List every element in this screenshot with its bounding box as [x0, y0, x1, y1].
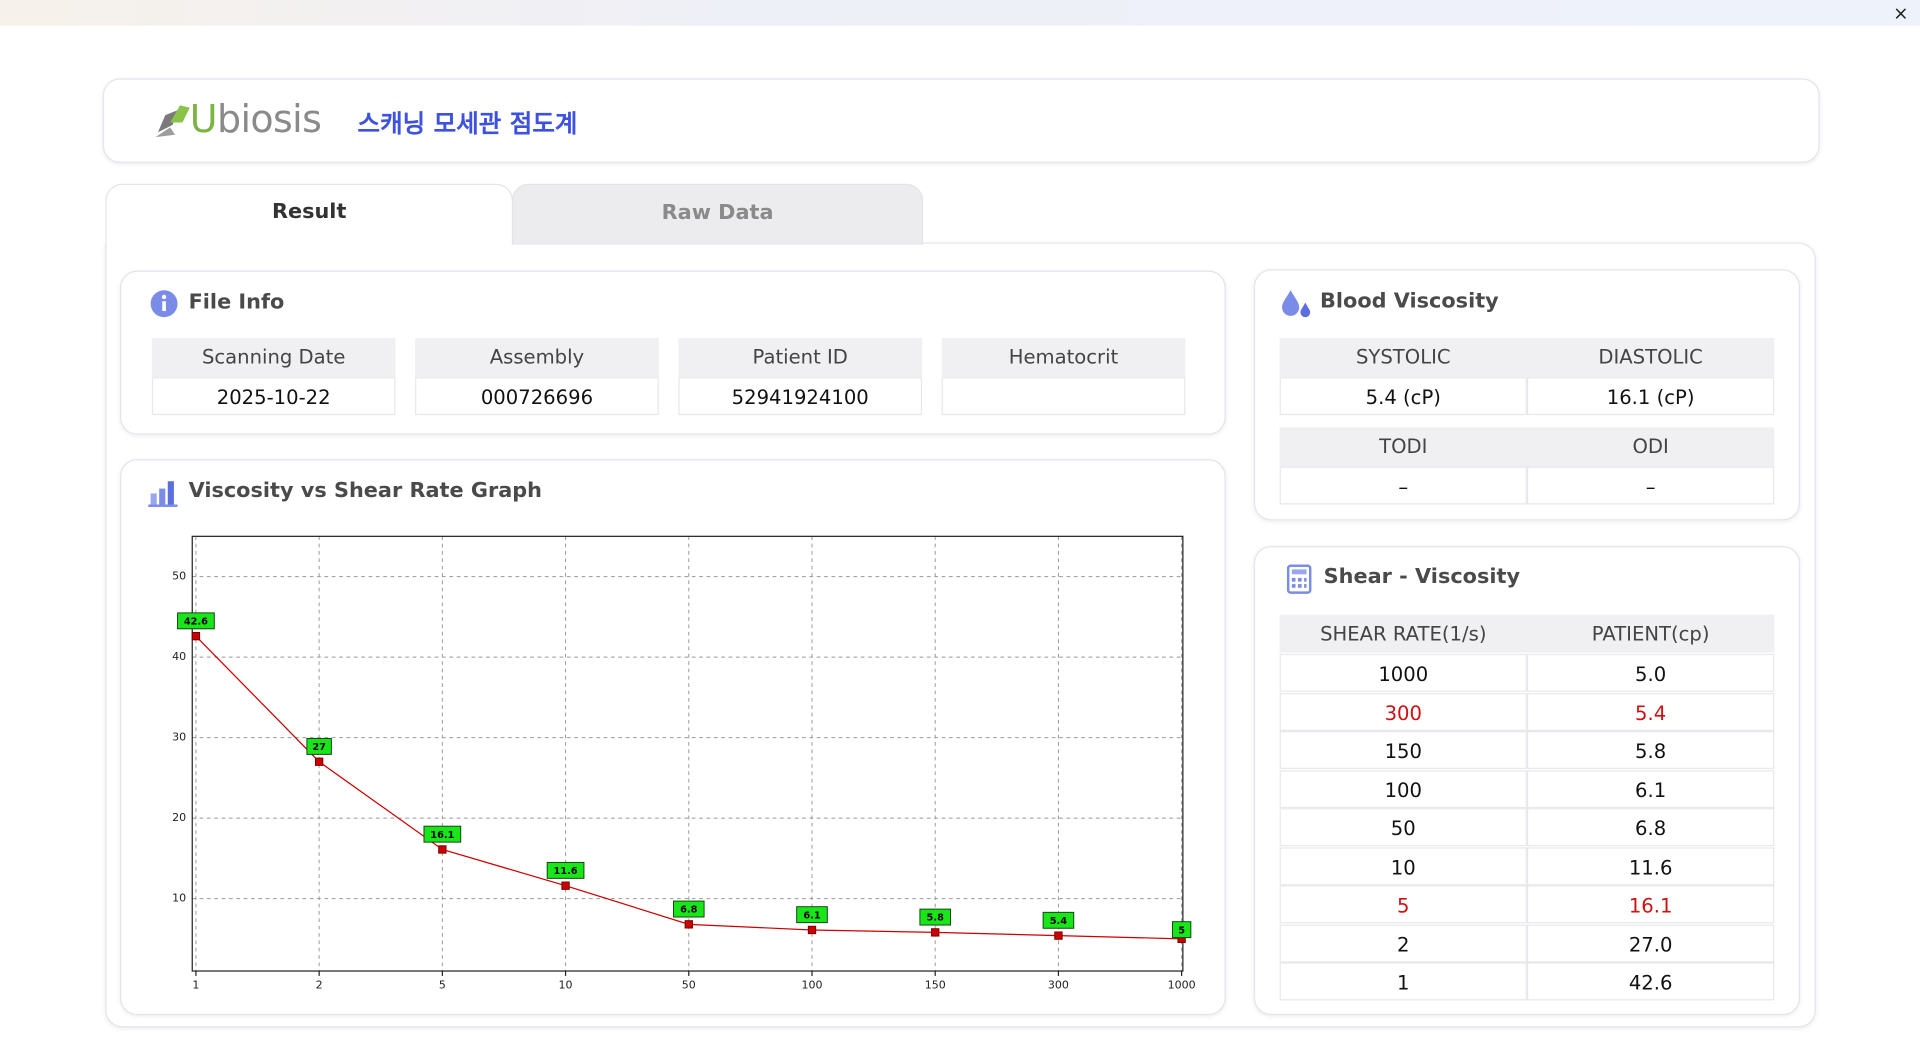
table-cell: 11.6: [1526, 846, 1775, 885]
data-point: [314, 757, 324, 766]
table-cell: 2025-10-22: [151, 377, 396, 416]
table-cell: [941, 377, 1186, 416]
x-tick-label: 150: [925, 979, 946, 992]
table-cell: 16.1: [1526, 885, 1775, 924]
table-header: DIASTOLIC: [1526, 337, 1775, 378]
table-cell: 5.0: [1526, 653, 1775, 692]
data-point: [191, 631, 201, 641]
table-cell: 5.4 (cP): [1279, 377, 1527, 416]
data-label: 27: [312, 742, 326, 753]
table-cell: 300: [1279, 692, 1527, 731]
table-header: PATIENT(cp): [1526, 614, 1775, 653]
data-label: 16.1: [430, 830, 454, 841]
data-label-box: [672, 900, 705, 918]
data-point: [931, 928, 940, 937]
x-tick-label: 1000: [1168, 979, 1196, 992]
data-label: 11.6: [553, 866, 577, 877]
x-tick-label: 5: [439, 979, 446, 992]
chart-title: Viscosity vs Shear Rate Graph: [188, 478, 542, 504]
table-cell: 5: [1279, 885, 1527, 924]
data-label-box: [546, 861, 585, 879]
close-button[interactable]: ×: [1893, 2, 1909, 25]
y-tick-label: 30: [172, 731, 186, 744]
drop-icon: [1282, 290, 1311, 318]
data-point: [807, 925, 817, 935]
table-cell: 27.0: [1526, 923, 1775, 962]
x-tick-label: 10: [559, 979, 573, 992]
data-point: [438, 845, 447, 854]
data-label: 5.8: [927, 913, 945, 924]
table-cell: 5.4: [1526, 692, 1775, 731]
table-header: TODI: [1279, 427, 1527, 467]
tab-result[interactable]: Result: [105, 183, 514, 245]
logo-icon: [155, 105, 190, 138]
table-cell: 000726696: [415, 377, 659, 416]
table-header: Patient ID: [678, 337, 923, 378]
x-tick-label: 1: [192, 979, 199, 992]
blood-viscosity-title: Blood Viscosity: [1320, 288, 1499, 314]
table-cell: –: [1526, 466, 1775, 505]
table-header: SYSTOLIC: [1279, 337, 1527, 378]
table-header: Scanning Date: [151, 337, 396, 378]
x-tick-label: 100: [801, 979, 822, 992]
table-cell: 1: [1279, 962, 1527, 1001]
table-cell: 42.6: [1526, 962, 1775, 1001]
y-tick-label: 40: [172, 650, 186, 663]
data-label-box: [1171, 921, 1192, 939]
data-label-box: [177, 612, 215, 630]
data-label: 6.1: [803, 910, 821, 921]
table-cell: 10: [1279, 846, 1527, 885]
data-label-box: [1042, 911, 1075, 929]
logo-text: Ubiosis: [189, 97, 322, 143]
table-cell: 6.1: [1526, 769, 1775, 808]
data-label: 42.6: [184, 616, 208, 627]
shear-viscosity-title: Shear - Viscosity: [1323, 564, 1521, 589]
table-header: Assembly: [415, 337, 659, 378]
data-label-box: [919, 908, 952, 926]
data-label: 6.8: [680, 905, 698, 916]
table-header: Hematocrit: [941, 337, 1186, 378]
table-cell: 52941924100: [678, 377, 923, 416]
y-tick-label: 10: [172, 892, 186, 905]
app-title: 스캐닝 모세관 점도계: [357, 108, 578, 139]
data-label: 5: [1178, 925, 1185, 936]
table-cell: –: [1279, 466, 1527, 505]
calculator-icon: [1286, 564, 1312, 594]
title-bar: [0, 0, 1920, 26]
table-cell: 5.8: [1526, 731, 1775, 769]
table-cell: 150: [1279, 731, 1527, 769]
x-tick-label: 2: [316, 979, 323, 992]
file-info-title: File Info: [188, 290, 285, 315]
tab-raw-data[interactable]: Raw Data: [511, 183, 924, 245]
data-label-box: [423, 825, 462, 843]
table-cell: 100: [1279, 769, 1527, 808]
table-header: SHEAR RATE(1/s): [1279, 614, 1527, 653]
table-cell: 16.1 (cP): [1526, 377, 1775, 416]
header-card: [102, 78, 1820, 163]
y-tick-label: 50: [172, 570, 186, 583]
table-header: ODI: [1526, 427, 1775, 467]
x-tick-label: 300: [1048, 979, 1069, 992]
x-tick-label: 50: [682, 979, 696, 992]
data-point: [684, 920, 693, 929]
data-point: [1054, 931, 1063, 940]
info-icon: [150, 290, 178, 318]
data-label-box: [306, 737, 332, 755]
table-cell: 1000: [1279, 653, 1527, 692]
plot-frame: [191, 535, 1184, 972]
y-tick-label: 20: [172, 811, 186, 824]
data-label-box: [796, 906, 828, 924]
table-cell: 2: [1279, 923, 1527, 962]
chart-icon: [148, 481, 178, 507]
data-point: [561, 881, 570, 890]
table-cell: 50: [1279, 808, 1527, 847]
data-label: 5.4: [1050, 916, 1068, 927]
table-cell: 6.8: [1526, 808, 1775, 847]
